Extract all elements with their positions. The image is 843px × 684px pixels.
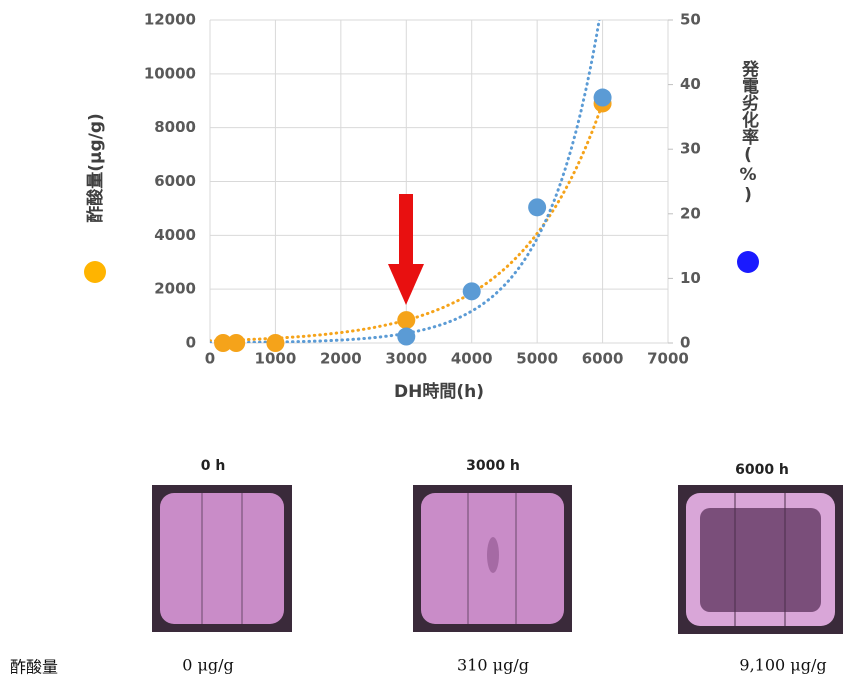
point (214, 334, 233, 352)
y-legend-marker (84, 261, 106, 283)
point (462, 282, 481, 301)
acetic-acid-value: 0 μg/g (182, 656, 234, 675)
red-arrow (388, 194, 424, 305)
x-tick-label: 4000 (451, 350, 493, 368)
acetic-acid-value: 310 μg/g (457, 656, 529, 675)
cell-image (152, 485, 292, 632)
y2-tick-label: 20 (680, 204, 701, 222)
x-tick-label: 7000 (647, 350, 689, 368)
y-tick-label: 6000 (154, 172, 196, 190)
point (528, 198, 547, 217)
point (397, 327, 416, 346)
x-tick-label: 0 (205, 350, 215, 368)
x-tick-label: 2000 (320, 350, 362, 368)
x-tick-label: 3000 (385, 350, 427, 368)
y-tick-label: 4000 (154, 226, 196, 244)
y2-tick-label: 30 (680, 140, 701, 158)
image-label: 0 h (201, 458, 226, 474)
y2-tick-label: 50 (680, 11, 701, 29)
point (227, 334, 246, 352)
points (214, 88, 612, 352)
x-tick-label: 5000 (516, 350, 558, 368)
y-tick-label: 0 (186, 334, 196, 352)
y-axis-label: 酢酸量(μg/g) (85, 113, 106, 223)
grid: 0 2000 4000 6000 8000 10000 12000 0 1000 2000 3000… (144, 11, 701, 368)
y2-tick-label: 10 (680, 269, 701, 287)
y-tick-label: 2000 (154, 280, 196, 298)
x-tick-label: 6000 (582, 350, 624, 368)
y-tick-label: 10000 (144, 64, 196, 82)
y2-tick-label: 40 (680, 75, 701, 93)
acetic-acid-value: 9,100 μg/g (739, 656, 826, 675)
y2-tick-label: 0 (680, 334, 690, 352)
image-label: 3000 h (466, 458, 520, 474)
row-label: 酢酸量 (10, 658, 58, 677)
x-tick-label: 1000 (255, 350, 297, 368)
x-axis-label: DH時間(h) (394, 381, 484, 402)
y-tick-label: 12000 (144, 11, 196, 29)
point (397, 311, 416, 330)
point (593, 88, 612, 107)
image-label: 6000 h (735, 462, 789, 478)
cell-image (413, 485, 572, 632)
cell-image (678, 485, 843, 634)
y2-axis-label: 発電劣化率(%) (738, 59, 760, 205)
y-tick-label: 8000 (154, 118, 196, 136)
y2-legend-marker (737, 251, 759, 273)
point (266, 334, 285, 352)
